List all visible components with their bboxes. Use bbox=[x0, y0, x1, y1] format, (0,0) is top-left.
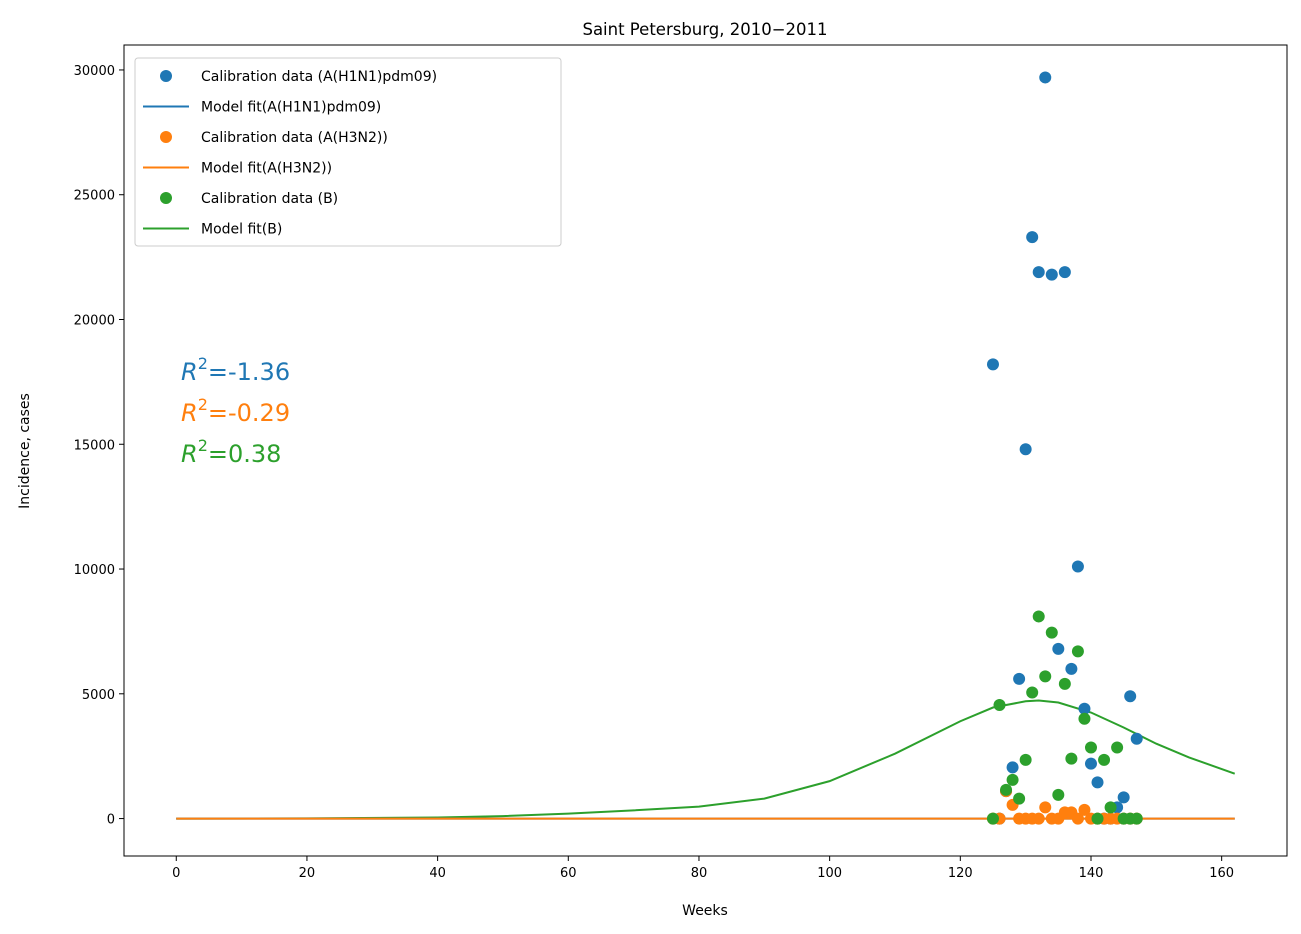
data-point bbox=[1091, 812, 1104, 825]
series-line bbox=[176, 699, 1236, 820]
x-tick-label: 20 bbox=[299, 866, 316, 881]
y-tick-label: 10000 bbox=[74, 563, 115, 578]
data-point bbox=[1071, 645, 1084, 658]
data-point bbox=[986, 812, 999, 825]
x-axis-label: Weeks bbox=[682, 903, 728, 919]
data-point bbox=[1026, 231, 1039, 244]
data-point bbox=[1058, 266, 1071, 279]
data-point bbox=[1130, 732, 1143, 745]
y-tick-label: 0 bbox=[107, 813, 115, 828]
legend: Calibration data (A(H1N1)pdm09) Model fit… bbox=[134, 57, 562, 247]
r-squared-label: R2=0.38 bbox=[181, 436, 281, 468]
y-tick-label: 15000 bbox=[74, 438, 115, 453]
data-point bbox=[1026, 686, 1039, 699]
legend-box bbox=[134, 57, 562, 247]
data-point bbox=[1045, 626, 1058, 639]
y-tick-label: 5000 bbox=[82, 688, 115, 703]
plot-frame bbox=[123, 44, 1288, 857]
data-point bbox=[1013, 672, 1026, 685]
data-point bbox=[1045, 268, 1058, 281]
legend-label: Calibration data (A(H1N1)pdm09) bbox=[201, 69, 437, 85]
data-point bbox=[1111, 741, 1124, 754]
data-point bbox=[1032, 266, 1045, 279]
legend-label: Model fit(B) bbox=[201, 222, 282, 238]
data-point bbox=[1124, 690, 1137, 703]
data-point bbox=[1039, 801, 1052, 814]
x-tick-label: 100 bbox=[817, 866, 842, 881]
data-point bbox=[1065, 752, 1078, 765]
data-point bbox=[1013, 792, 1026, 805]
y-axis-label: Incidence, cases bbox=[17, 393, 33, 509]
y-tick-label: 25000 bbox=[74, 189, 115, 204]
y-tick-label: 20000 bbox=[74, 313, 115, 328]
legend-marker bbox=[160, 192, 172, 204]
legend-marker bbox=[160, 131, 172, 143]
data-point bbox=[1006, 761, 1019, 774]
x-tick-label: 80 bbox=[691, 866, 708, 881]
data-point bbox=[1032, 812, 1045, 825]
data-point bbox=[986, 358, 999, 371]
data-point bbox=[1091, 776, 1104, 789]
data-point bbox=[1117, 791, 1130, 804]
data-point bbox=[1098, 753, 1111, 766]
data-point bbox=[1071, 560, 1084, 573]
data-point bbox=[1019, 753, 1032, 766]
x-tick-label: 60 bbox=[560, 866, 577, 881]
data-point bbox=[1104, 801, 1117, 814]
data-point bbox=[1078, 712, 1091, 725]
data-point bbox=[1084, 757, 1097, 770]
legend-label: Model fit(A(H1N1)pdm09) bbox=[201, 100, 381, 116]
plot-area bbox=[176, 71, 1236, 825]
legend-label: Calibration data (A(H3N2)) bbox=[201, 130, 388, 146]
x-tick-label: 140 bbox=[1079, 866, 1104, 881]
chart-title: Saint Petersburg, 2010−2011 bbox=[582, 20, 827, 39]
data-point bbox=[1071, 812, 1084, 825]
data-point bbox=[1052, 642, 1065, 655]
x-axis-ticks: 0 20 40 60 80 100 120 140 160 bbox=[172, 856, 1234, 881]
legend-label: Model fit(A(H3N2)) bbox=[201, 161, 332, 177]
data-point bbox=[1006, 773, 1019, 786]
legend-label: Calibration data (B) bbox=[201, 191, 338, 207]
legend-marker bbox=[160, 70, 172, 82]
data-point bbox=[993, 699, 1006, 712]
data-point bbox=[1052, 788, 1065, 801]
data-point bbox=[1032, 610, 1045, 623]
data-point bbox=[1019, 443, 1032, 456]
r-squared-annotations: R2=-1.36 R2=-0.29 R2=0.38 bbox=[181, 354, 290, 468]
data-point bbox=[1039, 71, 1052, 84]
data-point bbox=[1065, 662, 1078, 675]
data-point bbox=[1078, 702, 1091, 715]
data-point bbox=[1130, 812, 1143, 825]
x-tick-label: 0 bbox=[172, 866, 180, 881]
r-squared-label: R2=-1.36 bbox=[181, 354, 290, 386]
x-tick-label: 120 bbox=[948, 866, 973, 881]
y-axis-ticks: 0 5000 10000 15000 20000 25000 30000 bbox=[74, 64, 124, 828]
y-tick-label: 30000 bbox=[74, 64, 115, 79]
data-point bbox=[1078, 803, 1091, 816]
x-tick-label: 40 bbox=[429, 866, 446, 881]
data-point bbox=[1039, 670, 1052, 683]
data-point bbox=[1058, 677, 1071, 690]
r-squared-label: R2=-0.29 bbox=[181, 395, 290, 427]
data-point bbox=[1000, 783, 1013, 796]
x-tick-label: 160 bbox=[1209, 866, 1234, 881]
data-point bbox=[1084, 741, 1097, 754]
